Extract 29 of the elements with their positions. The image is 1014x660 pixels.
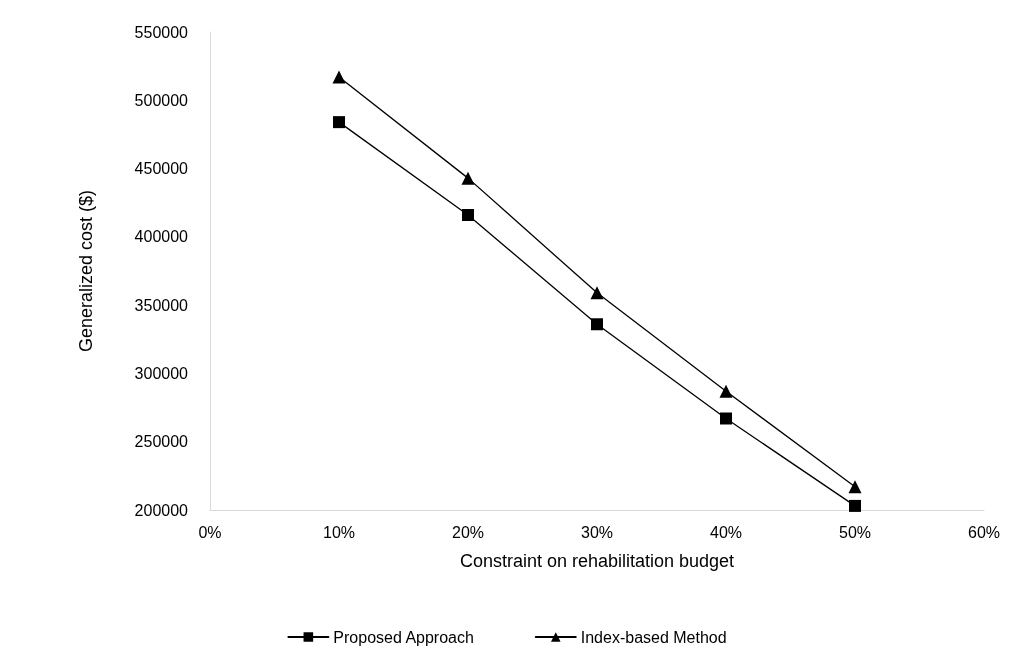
y-tick-label: 400000 [134,228,189,246]
y-tick-label: 500000 [134,91,189,109]
point [591,318,603,331]
point [590,286,604,300]
point [462,209,474,222]
point [461,171,475,185]
x-tick-label: 0% [198,523,222,541]
legend-label: Proposed Approach [333,628,474,646]
x-tick-label: 10% [322,523,356,541]
point [849,499,861,512]
x-tick-label: 50% [838,523,872,541]
point [332,70,346,84]
point [333,116,345,129]
y-tick-label: 550000 [134,23,189,41]
y-tick-label: 200000 [134,501,189,519]
point [720,412,732,425]
x-tick-label: 30% [580,523,614,541]
x-axis-title: Constraint on rehabilitation budget [459,551,735,571]
point [719,384,733,398]
x-tick-label: 40% [709,523,743,541]
y-tick-label: 300000 [134,364,189,382]
x-tick-label: 60% [967,523,1001,541]
legend-label: Index-based Method [580,628,727,646]
y-tick-label: 250000 [134,433,189,451]
y-tick-label: 450000 [134,160,189,178]
x-tick-label: 20% [451,523,485,541]
y-axis-title: Generalized cost ($) [76,189,96,353]
y-tick-label: 350000 [134,296,189,314]
point [848,480,862,494]
